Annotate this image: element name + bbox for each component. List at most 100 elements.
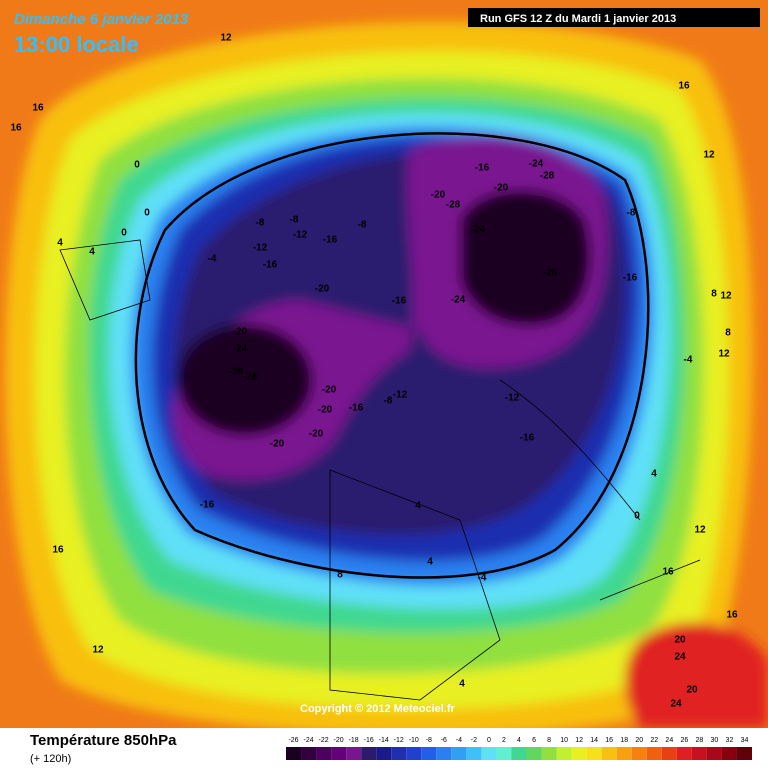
contour-label: 16 bbox=[32, 103, 44, 114]
contour-label: -28 bbox=[229, 367, 244, 378]
legend-swatch bbox=[586, 747, 602, 760]
map-date: Dimanche 6 janvier 2013 bbox=[14, 11, 189, 28]
contour-label: -28 bbox=[243, 372, 258, 383]
legend-label: 10 bbox=[560, 737, 568, 744]
legend-swatch bbox=[391, 747, 407, 760]
legend-label: 28 bbox=[695, 737, 703, 744]
contour-label: -24 bbox=[233, 344, 248, 355]
contour-label: 0 bbox=[134, 160, 140, 171]
legend-label: 8 bbox=[547, 737, 551, 744]
legend-swatch bbox=[661, 747, 677, 760]
legend-label: -16 bbox=[364, 737, 374, 744]
contour-label: -28 bbox=[543, 268, 558, 279]
contour-label: -4 bbox=[208, 254, 217, 265]
contour-label: 0 bbox=[121, 228, 127, 239]
contour-label: 16 bbox=[10, 123, 22, 134]
legend-label: -24 bbox=[303, 737, 313, 744]
legend-label: -4 bbox=[456, 737, 462, 744]
contour-label: 4 bbox=[651, 469, 657, 480]
legend-label: 6 bbox=[532, 737, 536, 744]
contour-label: -20 bbox=[322, 385, 337, 396]
contour-label: 12 bbox=[703, 150, 715, 161]
contour-label: 4 bbox=[427, 557, 433, 568]
legend-swatch bbox=[481, 747, 497, 760]
contour-label: -28 bbox=[540, 171, 555, 182]
legend: -26 -24 -22 -20 -18 -16 -14 -12 -10 -8 -6 -4 -2 0 2 4 6 8… bbox=[286, 737, 752, 760]
contour-label: -4 bbox=[478, 573, 487, 584]
copyright: Copyright © 2012 Meteociel.fr bbox=[300, 703, 456, 715]
legend-swatch bbox=[421, 747, 437, 760]
legend-label: -22 bbox=[319, 737, 329, 744]
contour-label: -24 bbox=[471, 225, 486, 236]
legend-swatch bbox=[451, 747, 467, 760]
contour-label: 8 bbox=[337, 570, 343, 581]
contour-label: -20 bbox=[431, 190, 446, 201]
legend-label: 26 bbox=[680, 737, 688, 744]
contour-label: -20 bbox=[233, 327, 248, 338]
legend-label: -2 bbox=[471, 737, 477, 744]
contour-labels: 12 16 16 16 12 0 0 0 4 4 -4 -8 -8 -12 -12 -16 -8 -16 -20 -2… bbox=[10, 33, 738, 710]
contour-label: -16 bbox=[623, 273, 638, 284]
contour-label: -20 bbox=[318, 405, 333, 416]
contour-label: -8 bbox=[627, 208, 636, 219]
contour-label: 12 bbox=[720, 291, 732, 302]
footer-title: Température 850hPa bbox=[30, 732, 177, 749]
legend-label: 18 bbox=[620, 737, 628, 744]
legend-swatch bbox=[496, 747, 512, 760]
contour-label: 12 bbox=[718, 349, 730, 360]
run-box bbox=[468, 8, 760, 27]
contour-label: -24 bbox=[451, 295, 466, 306]
legend-swatch bbox=[526, 747, 542, 760]
contour-label: -8 bbox=[358, 220, 367, 231]
contour-label: -20 bbox=[494, 183, 509, 194]
legend-swatch bbox=[556, 747, 572, 760]
contour-label: -16 bbox=[263, 260, 278, 271]
contour-label: 8 bbox=[711, 289, 717, 300]
contour-label: -12 bbox=[393, 390, 408, 401]
contour-label: -12 bbox=[253, 243, 268, 254]
contour-label: 12 bbox=[220, 33, 232, 44]
contour-label: -8 bbox=[256, 218, 265, 229]
contour-label: -20 bbox=[309, 429, 324, 440]
legend-swatch bbox=[721, 747, 737, 760]
contour-label: -20 bbox=[315, 284, 330, 295]
legend-swatch bbox=[571, 747, 587, 760]
legend-swatch bbox=[706, 747, 722, 760]
legend-swatch bbox=[331, 747, 347, 760]
contour-label: 24 bbox=[674, 652, 686, 663]
legend-label: 4 bbox=[517, 737, 521, 744]
contour-label: -8 bbox=[290, 215, 299, 226]
contour-label: -16 bbox=[323, 235, 338, 246]
contour-zero bbox=[134, 132, 650, 579]
contour-label: -16 bbox=[520, 433, 535, 444]
contour-label: -16 bbox=[200, 500, 215, 511]
legend-swatch bbox=[541, 747, 557, 760]
legend-label: -6 bbox=[441, 737, 447, 744]
warm-core bbox=[625, 622, 768, 728]
contour-label: 16 bbox=[662, 567, 674, 578]
legend-label: 32 bbox=[726, 737, 734, 744]
legend-label: -10 bbox=[409, 737, 419, 744]
contour-label: 4 bbox=[459, 679, 465, 690]
legend-label: 2 bbox=[502, 737, 506, 744]
contour-label: 20 bbox=[674, 635, 686, 646]
contour-label: 0 bbox=[634, 511, 640, 522]
contour-label: -4 bbox=[684, 355, 693, 366]
legend-label: -14 bbox=[379, 737, 389, 744]
contour-label: 12 bbox=[694, 525, 706, 536]
legend-swatch bbox=[691, 747, 707, 760]
legend-label: 16 bbox=[605, 737, 613, 744]
legend-label: 20 bbox=[635, 737, 643, 744]
legend-swatch bbox=[316, 747, 332, 760]
legend-label: 34 bbox=[741, 737, 749, 744]
contour-label: 4 bbox=[415, 501, 421, 512]
contour-label: 12 bbox=[92, 645, 104, 656]
contour-label: 4 bbox=[57, 238, 63, 249]
legend-label: 0 bbox=[487, 737, 491, 744]
legend-swatch bbox=[646, 747, 662, 760]
contour-label: -16 bbox=[392, 296, 407, 307]
legend-swatch bbox=[406, 747, 422, 760]
contour-label: 0 bbox=[144, 208, 150, 219]
legend-swatch bbox=[361, 747, 377, 760]
